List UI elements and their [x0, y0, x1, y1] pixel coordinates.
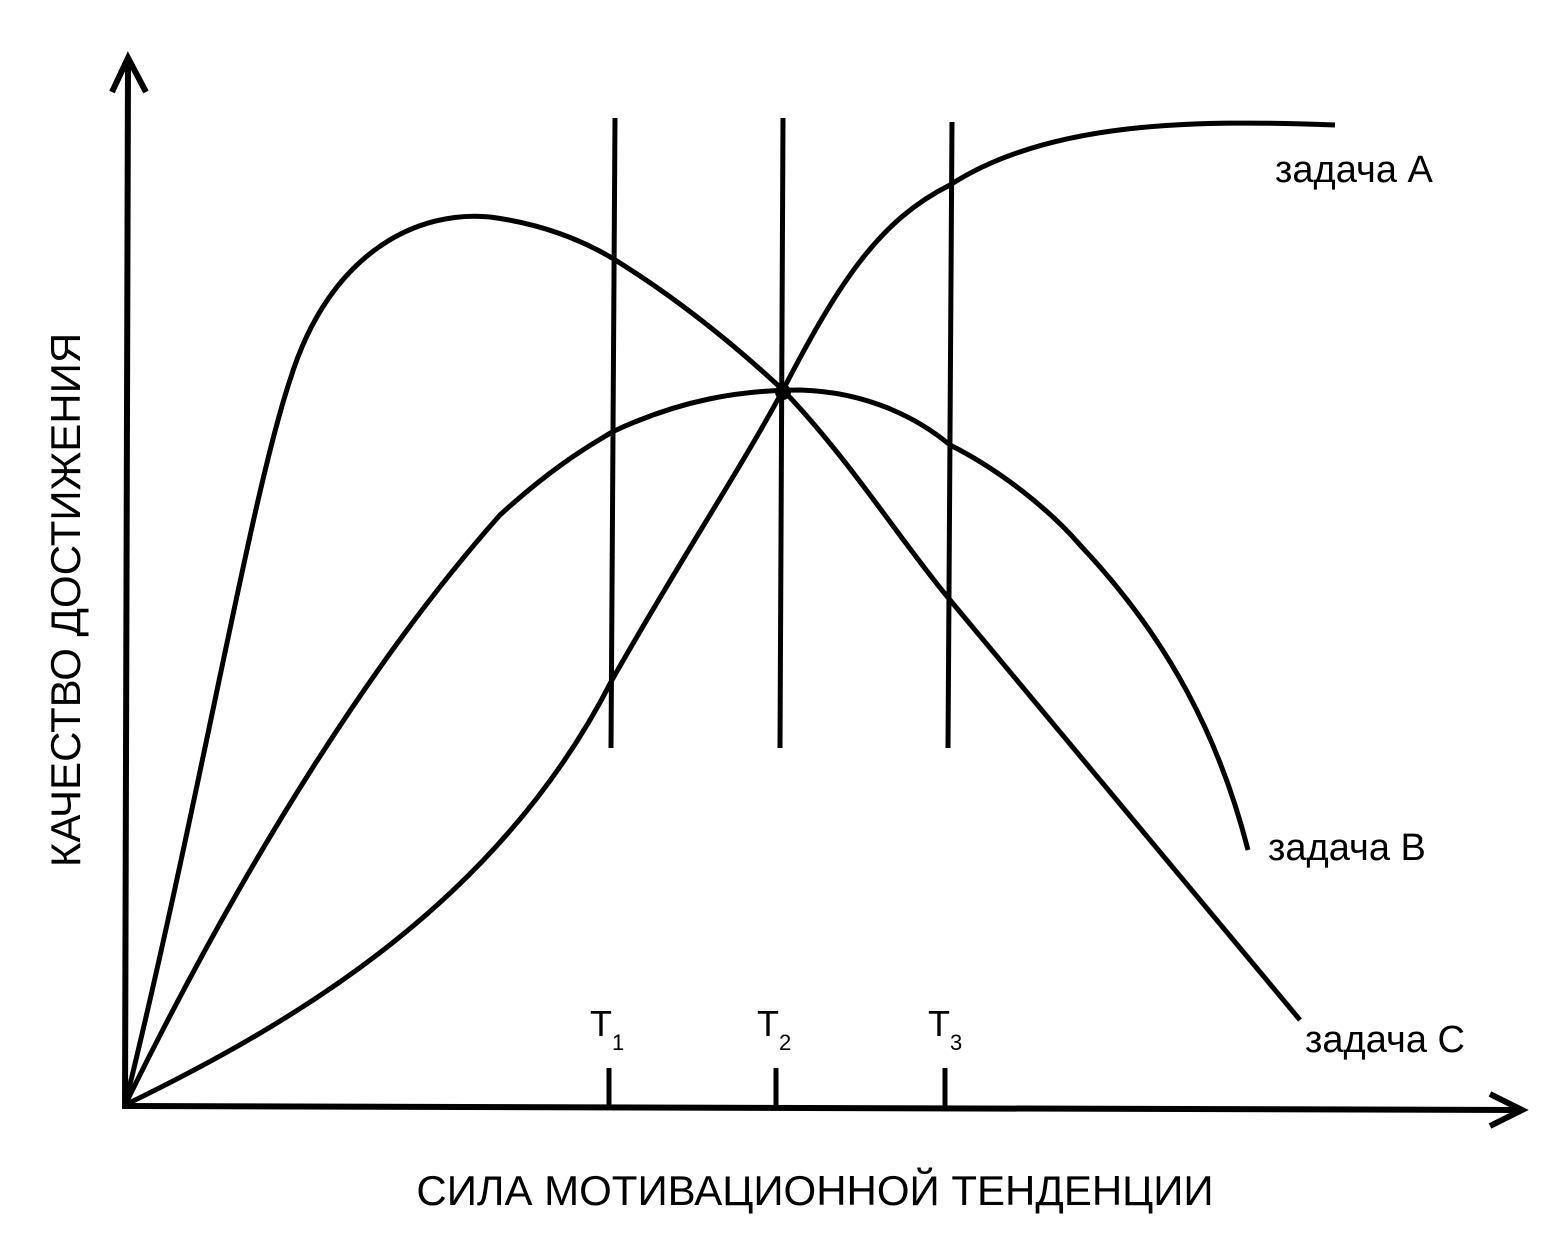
- curve-label: задача А: [1275, 149, 1434, 191]
- curve-b: [122, 387, 1251, 1107]
- intersection-point: [775, 384, 791, 400]
- x-axis-arrow: [1488, 1091, 1529, 1129]
- marker-subscript: 2: [779, 1030, 791, 1055]
- curve-label: задача С: [1305, 1019, 1465, 1061]
- marker-letter: T: [928, 1003, 950, 1044]
- y-axis: [122, 61, 131, 1109]
- marker-subscript: 3: [950, 1030, 962, 1055]
- marker-line: [945, 121, 955, 749]
- marker-line: [777, 117, 786, 749]
- y-axis-label: КАЧЕСТВО ДОСТИЖЕНИЯ: [42, 333, 89, 867]
- curve-a: [123, 120, 1336, 1108]
- marker-label: T3: [928, 1003, 962, 1055]
- x-axis-label: СИЛА МОТИВАЦИОННОЙ ТЕНДЕНЦИИ: [416, 1166, 1213, 1214]
- marker-letter: T: [590, 1003, 612, 1044]
- marker-letter: T: [757, 1003, 779, 1044]
- marker-label: T2: [757, 1003, 791, 1055]
- curve-label: задача В: [1268, 827, 1426, 869]
- curve-c: [122, 213, 1302, 1106]
- x-axis: [121, 1103, 1519, 1113]
- y-axis-arrow: [109, 51, 149, 94]
- marker-label: T1: [590, 1003, 624, 1055]
- marker-subscript: 1: [612, 1030, 624, 1055]
